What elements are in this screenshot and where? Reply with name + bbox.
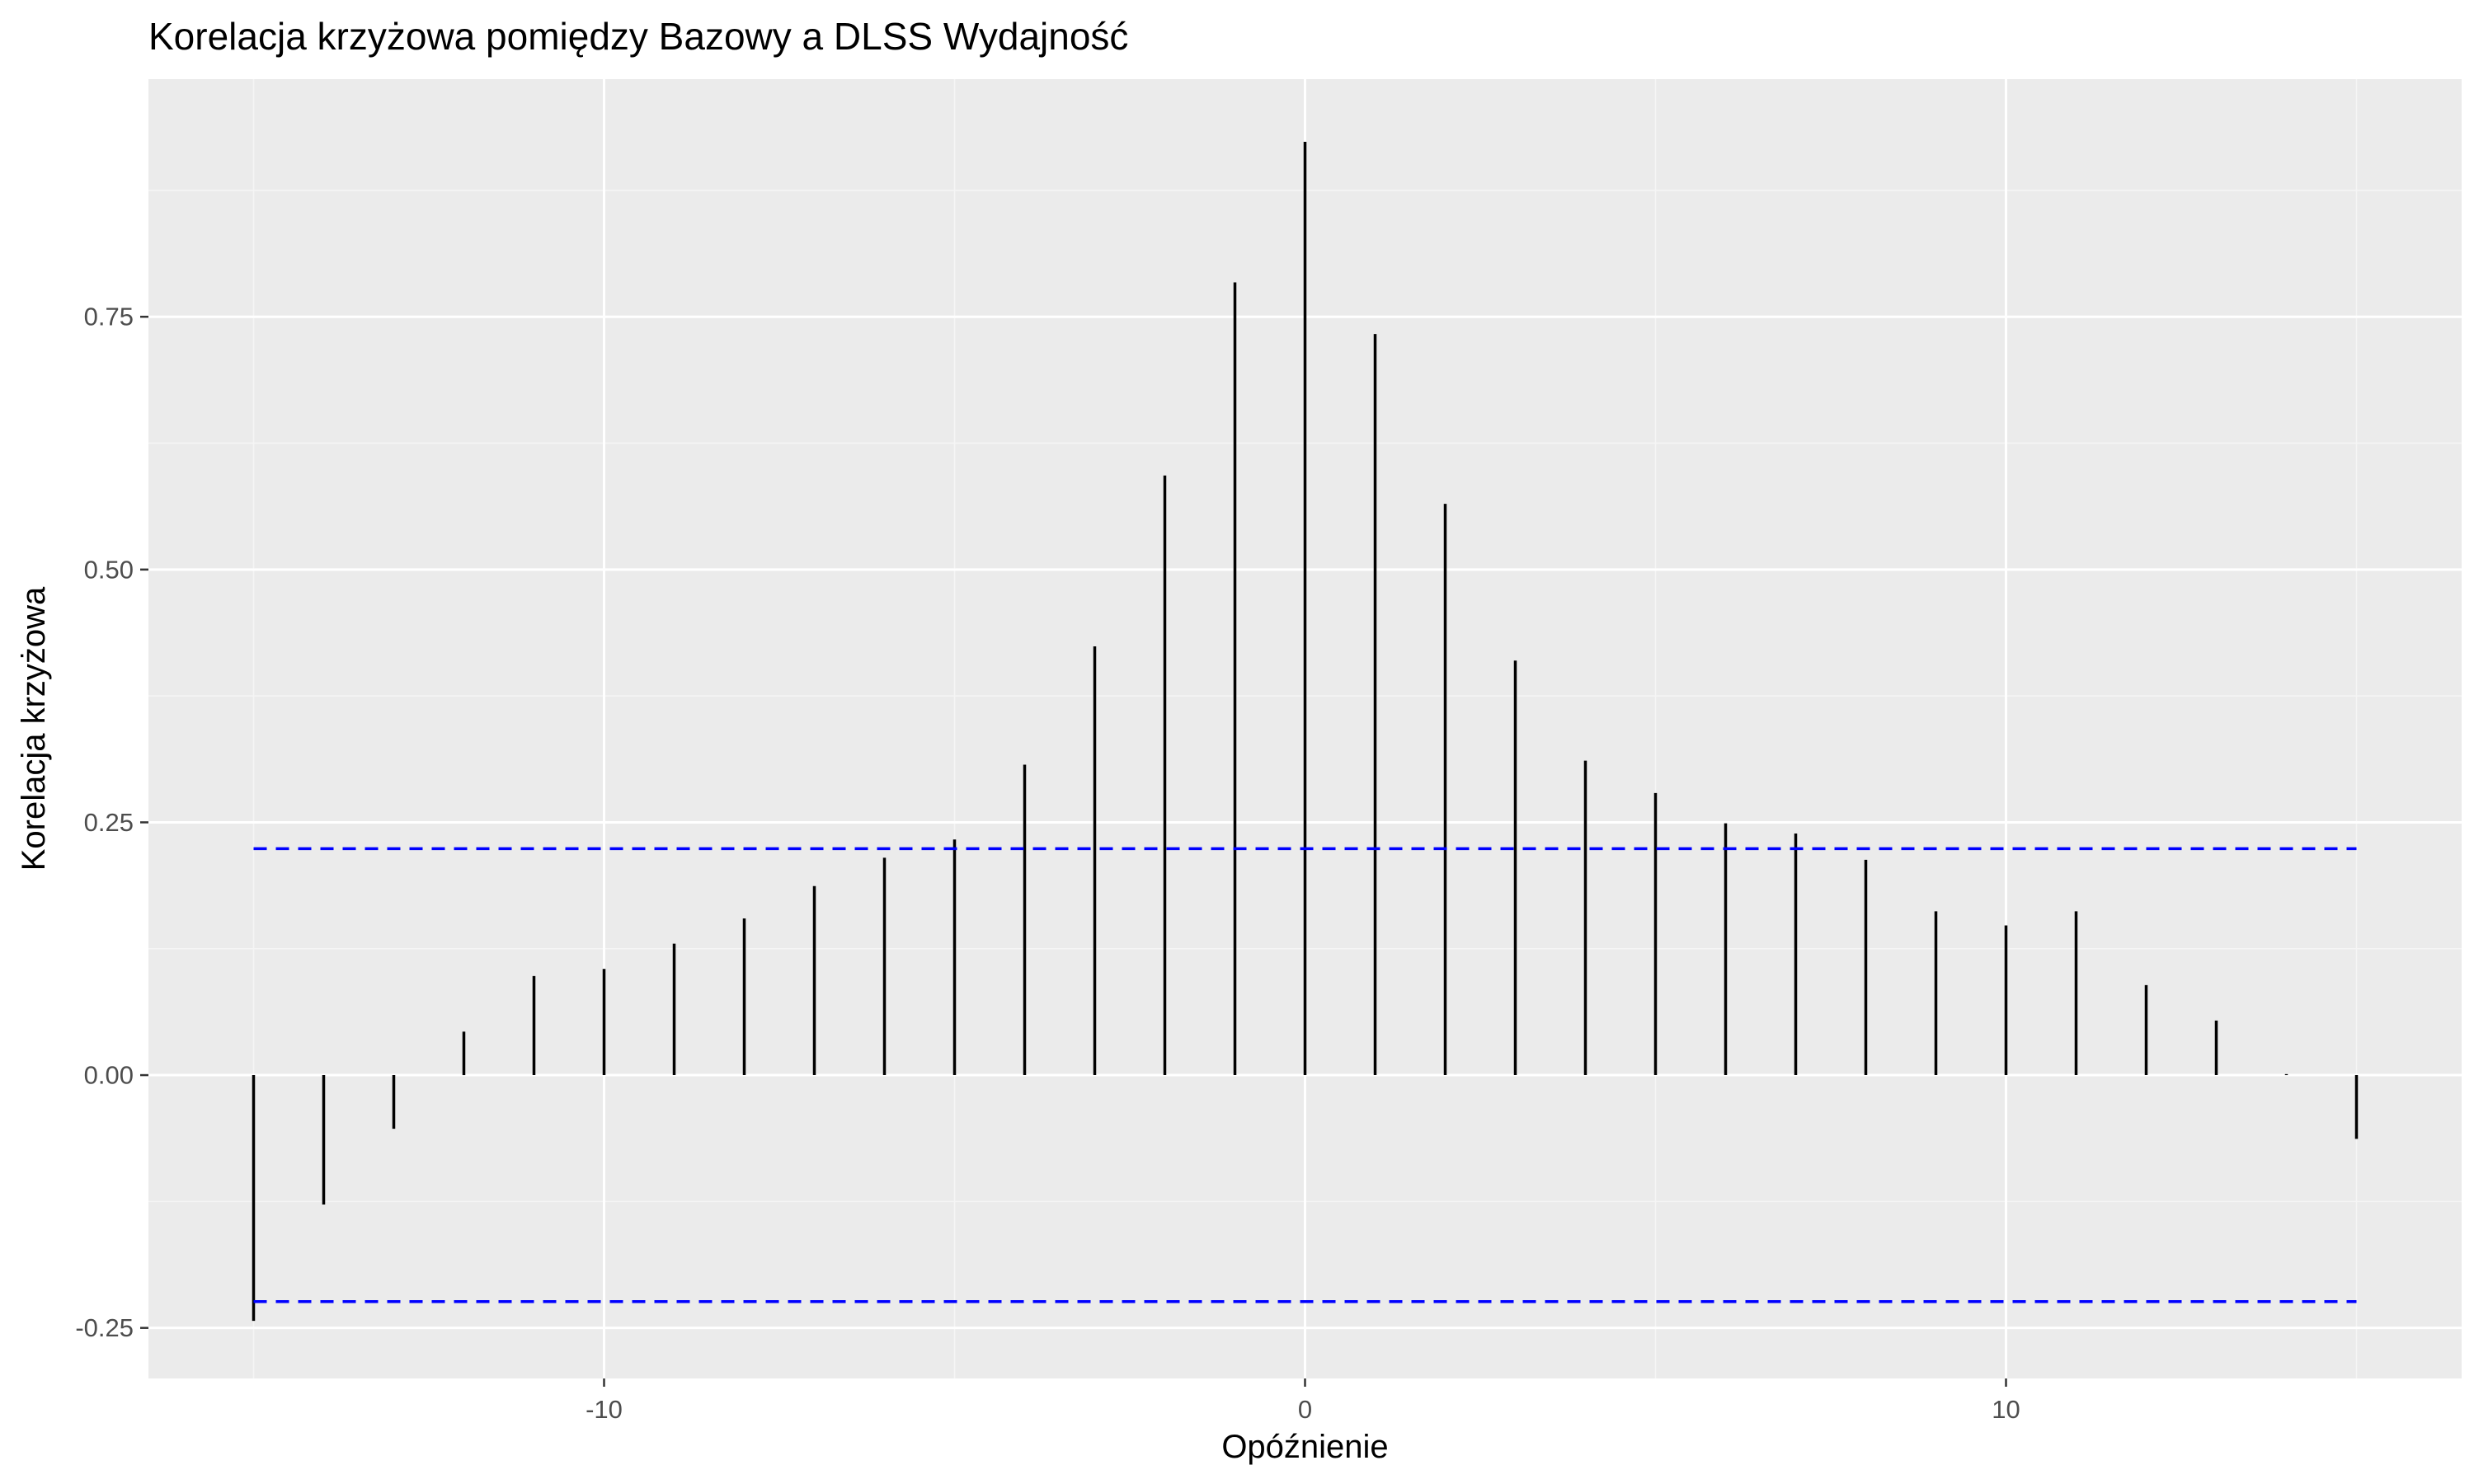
x-axis: -10 0 10 bbox=[586, 1378, 2020, 1424]
y-axis-title: Korelacja krzyżowa bbox=[16, 586, 52, 871]
y-tick-label: 0.00 bbox=[84, 1061, 134, 1090]
chart-title: Korelacja krzyżowa pomiędzy Bazowy a DLS… bbox=[148, 15, 1128, 58]
y-axis: -0.25 0.00 0.25 0.50 0.75 bbox=[75, 303, 148, 1342]
confidence-bounds bbox=[253, 847, 2357, 1303]
x-tick-label: 0 bbox=[1298, 1395, 1312, 1424]
x-axis-title: Opóźnienie bbox=[1221, 1429, 1388, 1465]
y-tick-label: -0.25 bbox=[75, 1313, 134, 1342]
y-tick-label: 0.75 bbox=[84, 303, 134, 331]
correlation-bars bbox=[252, 142, 2359, 1322]
y-tick-label: 0.25 bbox=[84, 808, 134, 837]
y-tick-label: 0.50 bbox=[84, 555, 134, 584]
x-tick-label: 10 bbox=[1992, 1395, 2020, 1424]
x-tick-label: -10 bbox=[586, 1395, 623, 1424]
